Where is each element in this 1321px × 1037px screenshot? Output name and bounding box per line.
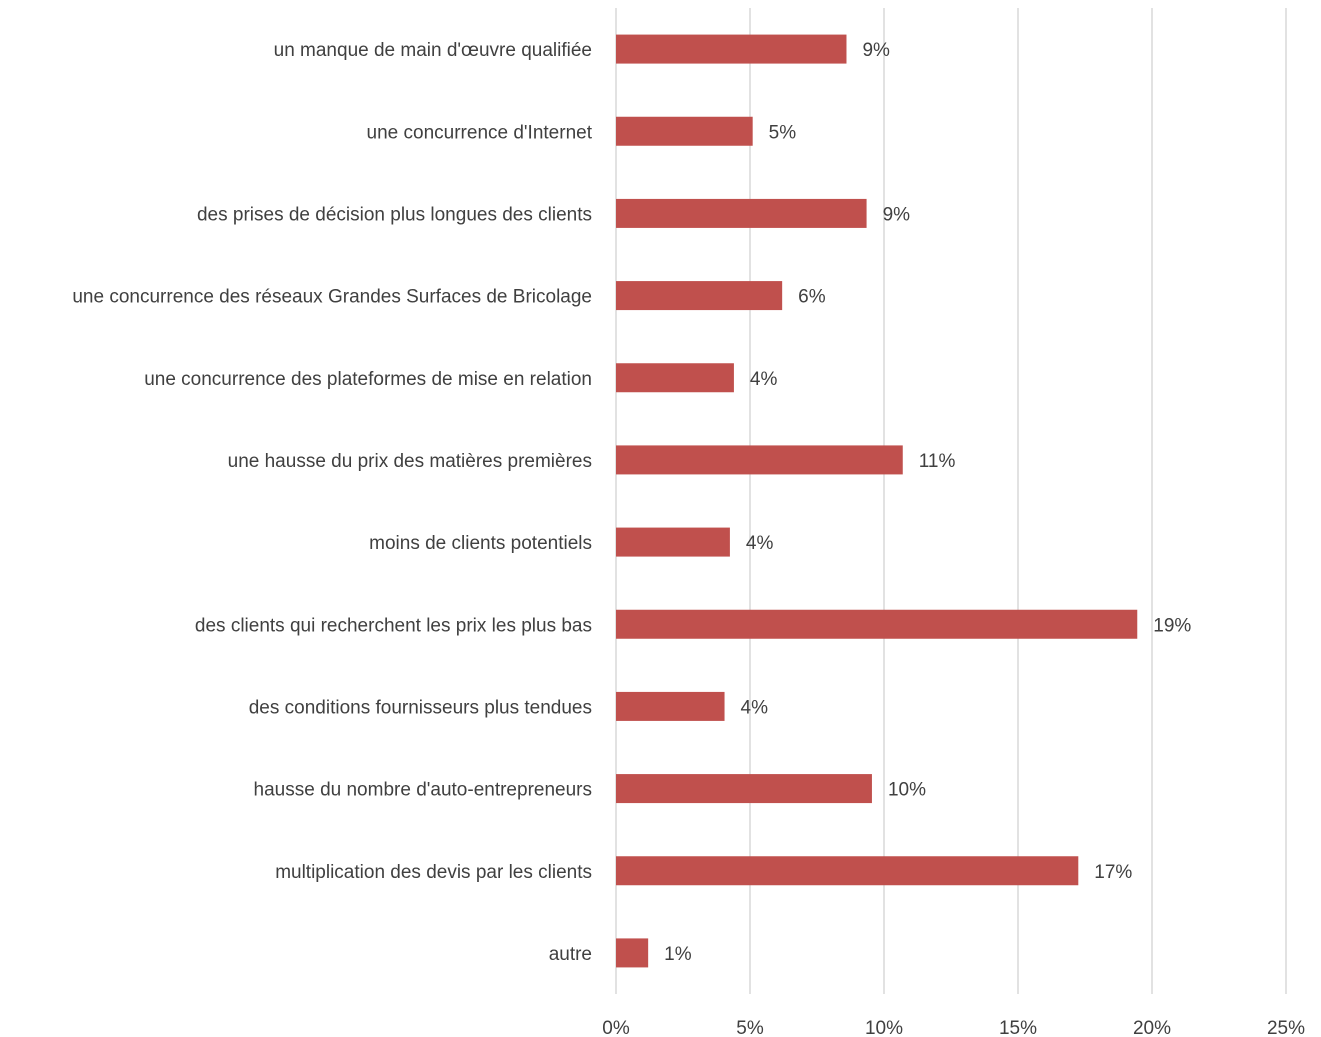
data-label: 6% xyxy=(798,287,826,308)
gridlines xyxy=(615,8,1287,994)
x-tick-label: 0% xyxy=(602,1018,630,1037)
x-axis-tick-labels: 0% 5% 10% 15% 20% 25% xyxy=(602,1018,1305,1037)
bar xyxy=(616,774,872,804)
bar xyxy=(616,281,783,311)
data-label: 17% xyxy=(1094,862,1132,883)
category-label: moins de clients potentiels xyxy=(369,533,592,554)
x-tick-label: 15% xyxy=(999,1018,1037,1037)
data-label: 4% xyxy=(746,533,774,554)
x-tick-label: 10% xyxy=(865,1018,903,1037)
data-label: 11% xyxy=(919,451,956,472)
bar xyxy=(616,691,725,721)
x-tick-label: 5% xyxy=(736,1018,764,1037)
category-labels: un manque de main d'œuvre qualifiée une c… xyxy=(72,40,592,965)
bar xyxy=(616,198,867,228)
x-tick-label: 20% xyxy=(1133,1018,1171,1037)
bar xyxy=(616,856,1079,886)
category-label: des conditions fournisseurs plus tendues xyxy=(249,697,592,718)
data-label: 1% xyxy=(664,944,692,965)
data-label: 4% xyxy=(741,697,769,718)
bar xyxy=(616,527,730,557)
category-label: hausse du nombre d'auto-entrepreneurs xyxy=(254,780,592,801)
data-label: 9% xyxy=(862,40,890,61)
bar xyxy=(616,34,847,64)
data-label: 4% xyxy=(750,369,778,390)
x-tick-label: 25% xyxy=(1267,1018,1305,1037)
bar xyxy=(616,609,1138,639)
category-label: une concurrence des plateformes de mise … xyxy=(144,369,592,390)
data-label: 5% xyxy=(769,122,797,143)
category-label: des prises de décision plus longues des … xyxy=(197,204,592,225)
bar xyxy=(616,363,734,393)
category-label: autre xyxy=(549,944,592,965)
category-label: un manque de main d'œuvre qualifiée xyxy=(274,40,592,61)
category-label: une concurrence d'Internet xyxy=(367,122,593,143)
category-label: une concurrence des réseaux Grandes Surf… xyxy=(72,287,592,308)
bar xyxy=(616,116,753,146)
data-label: 9% xyxy=(883,204,911,225)
value-labels: 9% 5% 9% 6% 4% 11% 4% 19% 4% 10% 17% 1% xyxy=(664,40,1191,965)
bar xyxy=(616,445,903,475)
category-label: multiplication des devis par les clients xyxy=(275,862,592,883)
data-label: 19% xyxy=(1153,615,1191,636)
bar xyxy=(616,938,649,968)
bars xyxy=(616,34,1138,968)
category-label: des clients qui recherchent les prix les… xyxy=(195,615,592,636)
category-label: une hausse du prix des matières première… xyxy=(228,451,592,472)
data-label: 10% xyxy=(888,780,926,801)
